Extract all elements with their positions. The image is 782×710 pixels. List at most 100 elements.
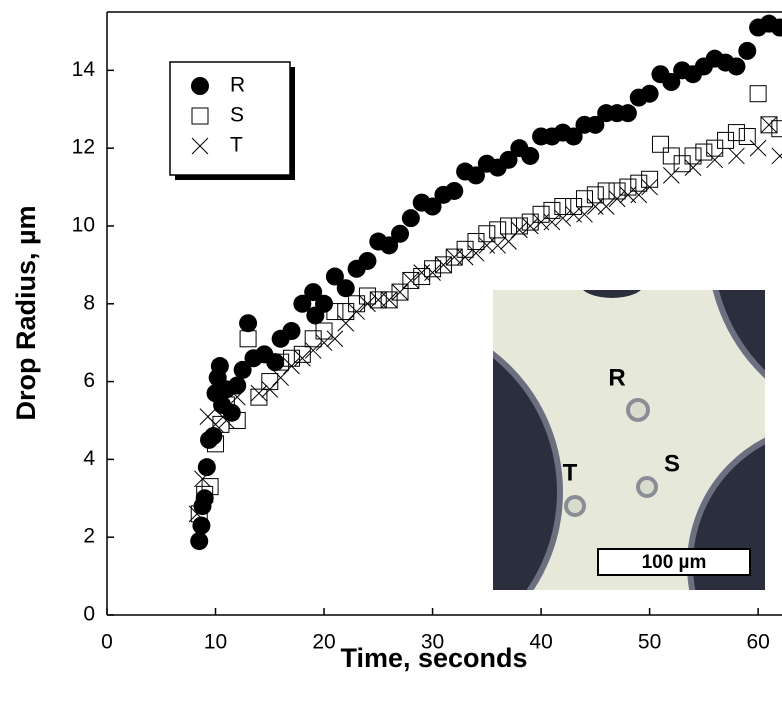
point	[228, 376, 247, 395]
point	[706, 151, 724, 169]
point	[489, 221, 507, 239]
point	[266, 353, 285, 372]
point	[738, 127, 756, 145]
point	[239, 314, 258, 333]
point	[521, 217, 539, 235]
point	[424, 264, 441, 282]
point	[391, 283, 409, 301]
point	[424, 260, 442, 278]
point	[402, 271, 420, 289]
legend-marker	[191, 137, 209, 155]
point	[380, 291, 398, 309]
point	[576, 205, 593, 223]
y-tick-label: 14	[72, 58, 96, 81]
point	[641, 170, 659, 188]
point	[190, 532, 209, 551]
point	[532, 205, 550, 223]
y-tick-label: 2	[83, 525, 95, 548]
point	[499, 150, 518, 169]
legend: RST	[169, 61, 295, 180]
inset-label: R	[608, 364, 625, 391]
point	[380, 236, 399, 255]
point	[521, 146, 540, 165]
inset-blob	[712, 290, 765, 379]
inset-blob	[583, 290, 641, 298]
point	[391, 283, 409, 301]
point	[222, 403, 241, 422]
point	[728, 147, 745, 165]
x-tick-label: 10	[204, 631, 227, 654]
point	[315, 322, 333, 340]
point	[771, 147, 782, 165]
point	[358, 251, 377, 270]
inset-drop	[626, 398, 650, 422]
inset-label: S	[664, 450, 680, 477]
point	[597, 182, 615, 200]
point	[423, 197, 442, 216]
inset-label: T	[563, 459, 578, 486]
point	[662, 167, 680, 184]
x-tick-label: 50	[638, 631, 661, 654]
point	[586, 115, 605, 134]
point	[630, 174, 648, 192]
point	[315, 294, 334, 313]
point	[554, 198, 572, 216]
point	[760, 116, 778, 134]
point	[749, 85, 767, 103]
point	[336, 279, 355, 298]
point	[250, 388, 268, 406]
point	[738, 41, 757, 60]
point	[500, 233, 517, 250]
point	[630, 186, 648, 204]
point	[369, 291, 387, 309]
point	[195, 489, 214, 508]
point	[554, 209, 572, 227]
point	[304, 342, 322, 359]
point	[760, 116, 778, 134]
y-tick-label: 4	[83, 447, 95, 470]
x-tick-label: 0	[101, 631, 113, 654]
point	[204, 427, 223, 446]
legend-label: T	[230, 134, 243, 157]
point	[695, 143, 713, 161]
point	[401, 209, 420, 228]
point	[272, 369, 289, 387]
y-axis-title: Drop Radius, µm	[11, 205, 41, 420]
point	[326, 330, 344, 348]
point	[564, 127, 583, 146]
point	[651, 135, 669, 153]
inset-drop	[636, 476, 658, 498]
point	[239, 330, 257, 348]
point	[510, 217, 528, 235]
point	[435, 256, 452, 274]
point	[608, 182, 626, 200]
inset-drop	[564, 495, 586, 517]
point	[391, 224, 410, 243]
point	[402, 272, 420, 289]
point	[662, 73, 681, 92]
point	[466, 166, 485, 185]
point	[337, 314, 355, 332]
point	[770, 18, 782, 37]
point	[619, 178, 637, 196]
y-tick-label: 10	[72, 214, 95, 237]
scale-bar-box	[597, 548, 751, 576]
axes	[106, 11, 782, 616]
scale-bar-label: 100 µm	[642, 552, 707, 573]
point	[250, 384, 268, 402]
point	[315, 334, 333, 352]
point	[727, 124, 745, 142]
point	[511, 221, 528, 239]
inset-image: R S T 100 µm	[493, 290, 765, 590]
y-tick-label: 0	[83, 603, 95, 626]
plot-marks	[188, 14, 782, 551]
x-tick-label: 40	[529, 631, 552, 654]
x-tick-label: 60	[746, 631, 769, 654]
point	[293, 345, 311, 363]
y-tick-label: 6	[83, 369, 95, 392]
point	[293, 349, 311, 367]
point	[261, 373, 279, 391]
point	[749, 139, 767, 157]
point	[684, 147, 702, 165]
